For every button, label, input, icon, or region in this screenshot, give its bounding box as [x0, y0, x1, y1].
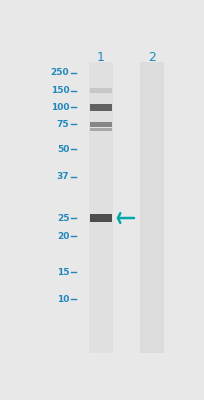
Text: 100: 100	[51, 103, 69, 112]
Bar	[90, 88, 112, 93]
Text: 50: 50	[57, 144, 69, 154]
Text: 75: 75	[57, 120, 69, 129]
Text: 25: 25	[57, 214, 69, 222]
Text: 2: 2	[147, 51, 155, 64]
Bar	[88, 62, 113, 353]
Bar	[90, 214, 112, 222]
Text: 250: 250	[50, 68, 69, 77]
Text: 10: 10	[57, 294, 69, 304]
Text: 150: 150	[50, 86, 69, 95]
Bar	[90, 122, 112, 127]
Bar	[139, 62, 163, 353]
Text: 37: 37	[57, 172, 69, 181]
Bar	[90, 104, 112, 110]
Text: 20: 20	[57, 232, 69, 241]
Text: 1: 1	[97, 51, 104, 64]
Text: 15: 15	[57, 268, 69, 277]
Bar	[90, 128, 112, 132]
